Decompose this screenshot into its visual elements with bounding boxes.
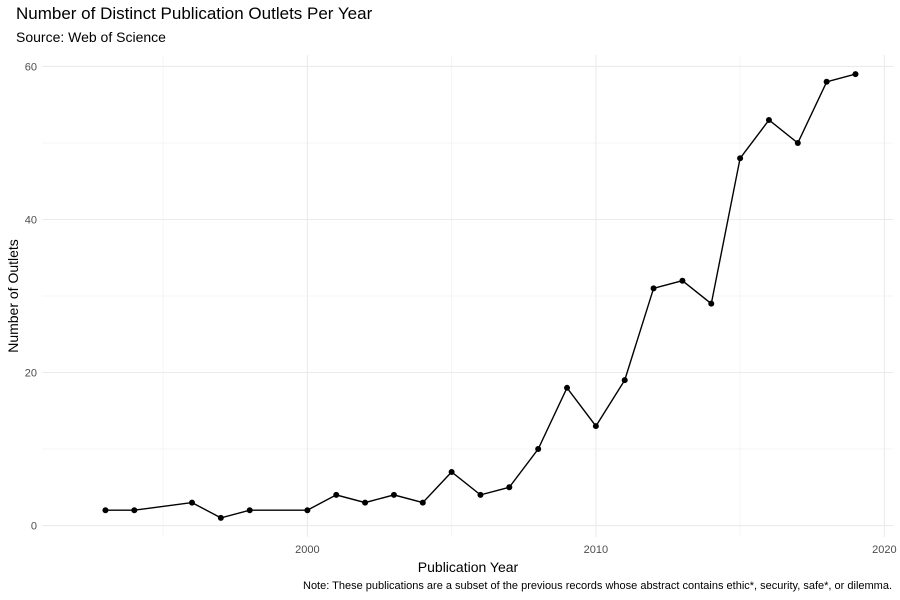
data-point <box>102 507 109 514</box>
x-tick-label: 2020 <box>872 544 896 556</box>
data-point <box>333 491 340 498</box>
data-points <box>102 71 859 521</box>
y-tick-label: 40 <box>25 214 37 226</box>
data-point <box>304 507 311 514</box>
grid-lines <box>42 55 893 537</box>
y-axis-title: Number of Outlets <box>5 239 21 353</box>
data-point <box>679 277 686 284</box>
data-point <box>592 423 599 430</box>
chart-subtitle: Source: Web of Science <box>16 29 166 45</box>
chart-caption: Note: These publications are a subset of… <box>303 580 892 592</box>
y-tick-label: 0 <box>31 521 37 533</box>
data-point <box>794 139 801 146</box>
y-tick-label: 60 <box>25 61 37 73</box>
x-axis-title: Publication Year <box>418 559 519 575</box>
data-point <box>217 514 224 521</box>
chart-title: Number of Distinct Publication Outlets P… <box>16 4 373 23</box>
data-point <box>708 300 715 307</box>
data-point <box>246 507 253 514</box>
data-point <box>419 499 426 506</box>
data-point <box>737 155 744 162</box>
x-tick-label: 2010 <box>584 544 608 556</box>
x-tick-labels: 2000 2010 2020 <box>295 544 896 556</box>
data-point <box>362 499 369 506</box>
data-point <box>765 117 772 124</box>
x-tick-label: 2000 <box>295 544 319 556</box>
data-point <box>131 507 138 514</box>
data-point <box>448 468 455 475</box>
data-point <box>650 285 657 292</box>
data-point <box>477 491 484 498</box>
data-point <box>852 71 859 78</box>
data-point <box>506 484 513 491</box>
data-point <box>621 377 628 384</box>
data-point <box>564 384 571 391</box>
data-point <box>189 499 196 506</box>
data-point <box>823 78 830 85</box>
y-tick-labels: 0 20 40 60 <box>25 61 37 532</box>
data-point <box>535 446 542 453</box>
y-tick-label: 20 <box>25 368 37 380</box>
data-point <box>390 491 397 498</box>
